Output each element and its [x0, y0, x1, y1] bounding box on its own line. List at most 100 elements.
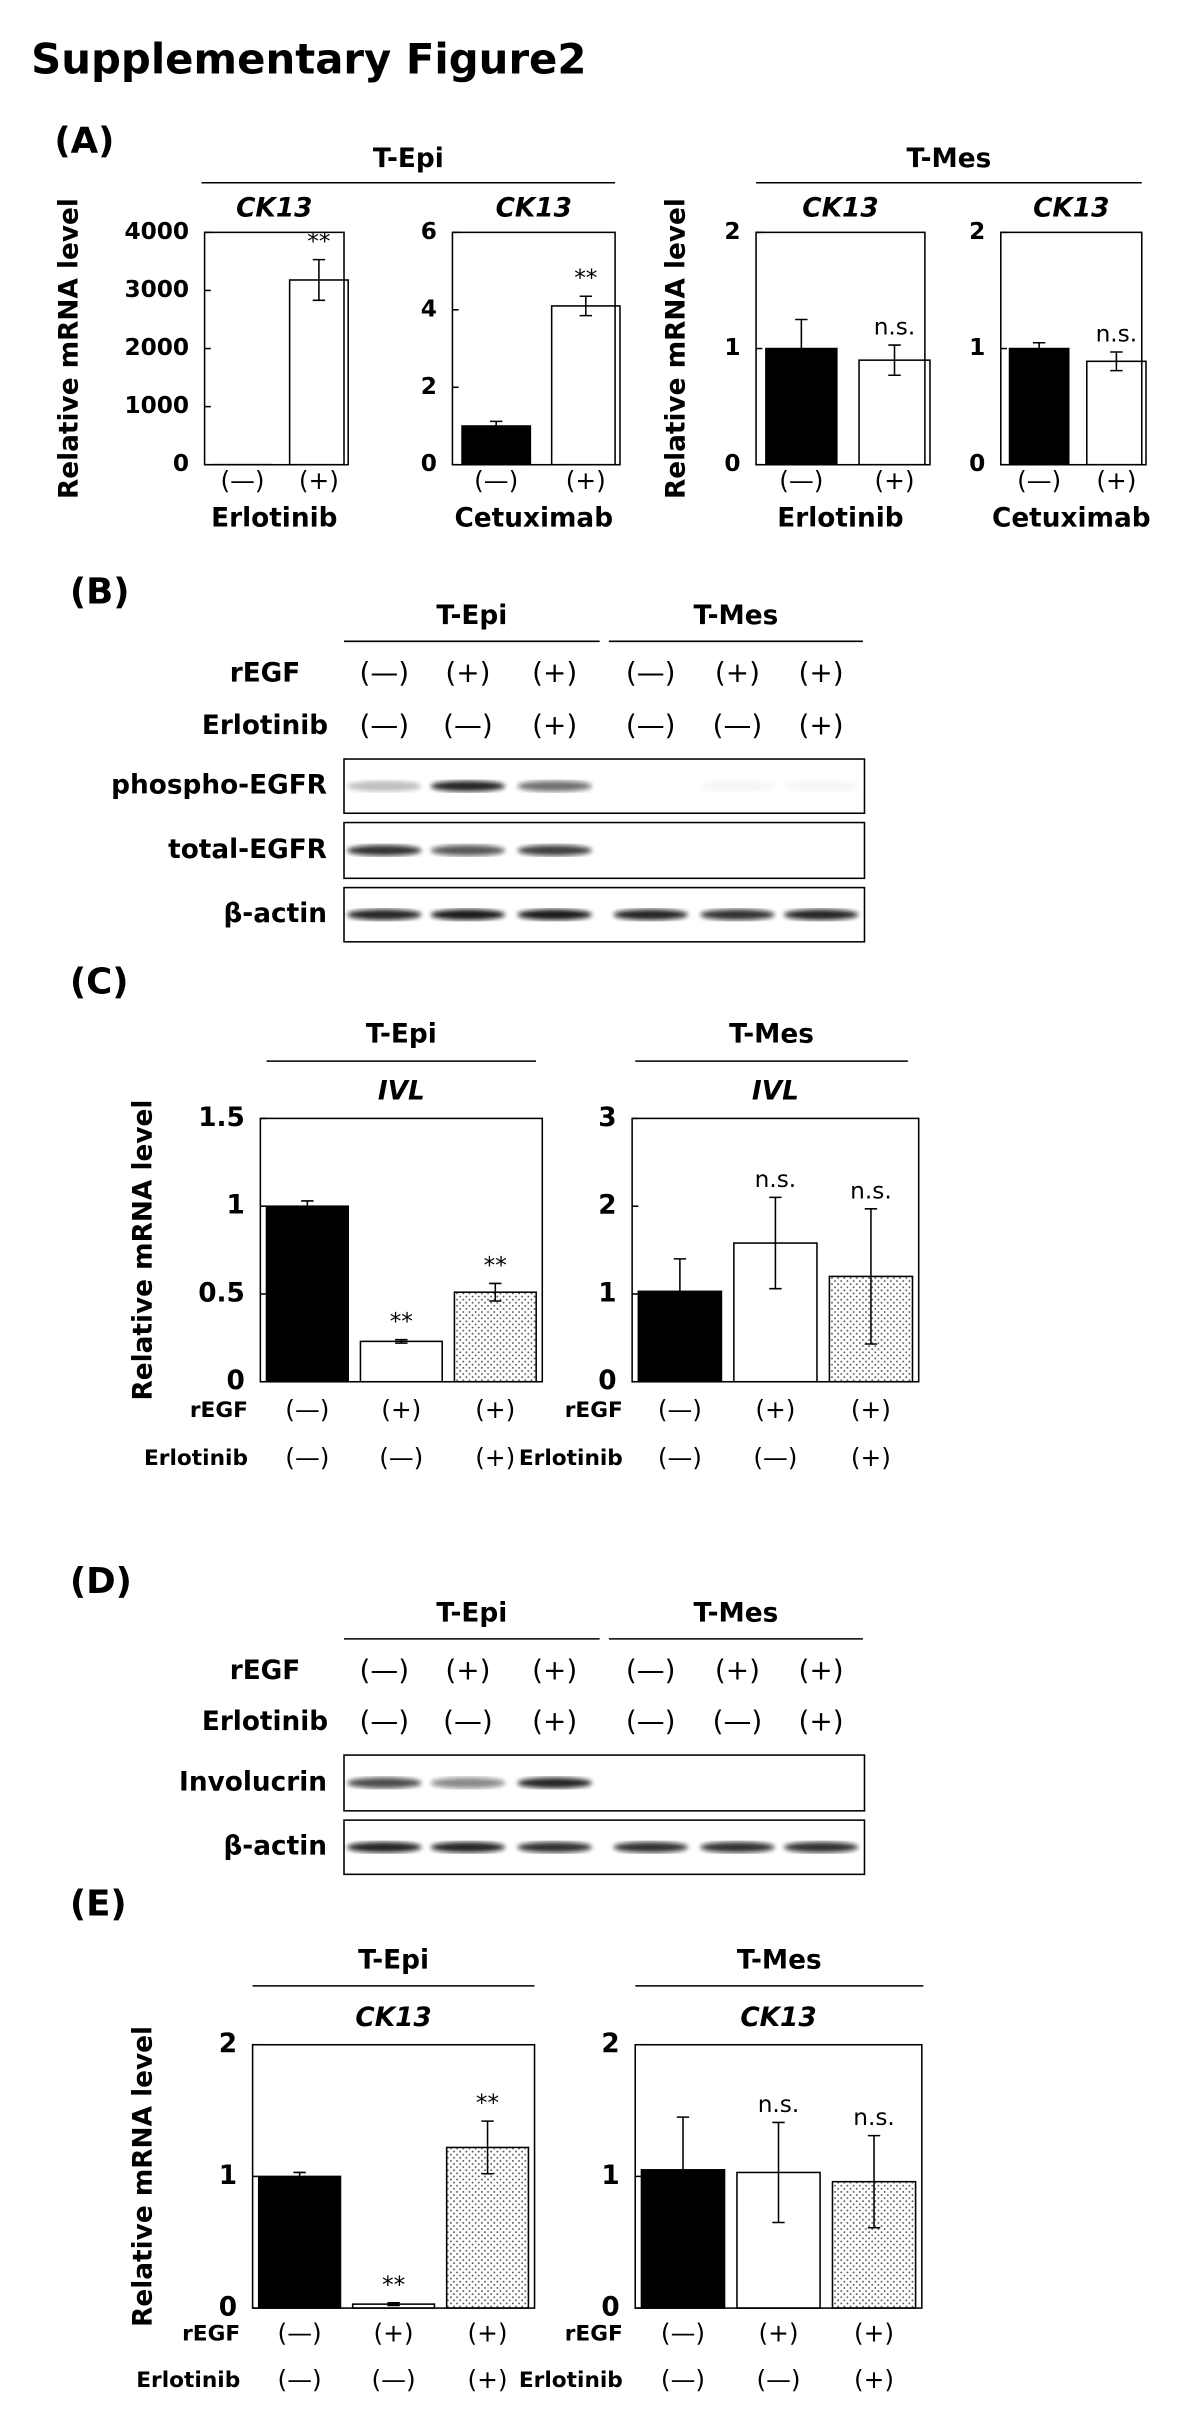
x-row-label: (+) [758, 2318, 798, 2347]
x-row-name: Erlotinib [136, 2368, 240, 2393]
x-row-name: Erlotinib [519, 1446, 623, 1471]
y-tick-label: 0 [227, 1366, 245, 1396]
error-bar [864, 1208, 878, 1345]
y-tick-label: 3 [598, 1103, 616, 1133]
significance-label: n.s. [850, 1177, 892, 1204]
lane-label: (—) [626, 709, 676, 742]
error-bar [867, 2134, 881, 2229]
band [613, 1841, 688, 1853]
error-bar [795, 318, 808, 379]
bar [1086, 360, 1147, 466]
x-row-name: rEGF [190, 1398, 248, 1423]
bar [359, 1340, 443, 1383]
x-row-name: Erlotinib [519, 2368, 623, 2393]
blot-label: Involucrin [179, 1767, 327, 1797]
x-row-label: (—) [658, 1395, 702, 1424]
y-tick-label: 0.5 [198, 1278, 245, 1308]
x-row-name: rEGF [565, 2321, 623, 2346]
blot-label: total-EGFR [168, 835, 327, 865]
group-label: T-Mes [694, 1599, 779, 1629]
group-label: T-Epi [436, 1599, 507, 1629]
y-axis-label: Relative mRNA level [129, 2026, 159, 2327]
bar [288, 279, 349, 466]
band [517, 909, 592, 921]
significance-label: ** [574, 265, 597, 292]
lane-label: (—) [626, 1653, 676, 1686]
x-row-label: (+) [475, 1443, 515, 1472]
error-bar [1032, 341, 1046, 356]
band [347, 1841, 422, 1853]
lane-label: (+) [532, 709, 577, 742]
gene-label: IVL [752, 1077, 799, 1107]
lane-label: (+) [715, 656, 760, 689]
x-row-label: (+) [755, 1395, 795, 1424]
band [783, 1841, 859, 1853]
x-row-label: (—) [756, 2365, 800, 2394]
band [347, 909, 422, 921]
x-axis-label: Cetuximab [454, 503, 613, 533]
gene-label: CK13 [1033, 194, 1109, 224]
band [517, 780, 592, 792]
y-tick-label: 1 [969, 334, 985, 361]
lane-label: (—) [626, 1705, 676, 1738]
y-axis-label: Relative mRNA level [54, 198, 84, 499]
error-bar [673, 1258, 687, 1325]
significance-label: ** [476, 2090, 499, 2117]
lane-label: (+) [715, 1653, 760, 1686]
lane-label: (+) [532, 1653, 577, 1686]
y-tick-label: 2 [601, 2029, 619, 2059]
x-row-label: (—) [661, 2365, 705, 2394]
gene-label: CK13 [236, 194, 312, 224]
condition-name: Erlotinib [202, 711, 328, 741]
lane-label: (—) [359, 1653, 409, 1686]
plot-frame [1000, 231, 1143, 466]
significance-label: n.s. [755, 1166, 797, 1193]
y-tick-label: 1000 [124, 392, 189, 419]
x-row-label: (—) [278, 2365, 322, 2394]
lane-label: (+) [799, 656, 844, 689]
significance-label: n.s. [874, 314, 916, 341]
x-row-label: (—) [661, 2318, 705, 2347]
bar [257, 2175, 342, 2309]
panel-label: (B) [70, 571, 130, 612]
lane-label: (—) [713, 709, 763, 742]
y-tick-label: 2 [421, 373, 437, 400]
x-row-label: (+) [851, 1443, 891, 1472]
lane-label: (+) [799, 709, 844, 742]
band [430, 780, 506, 792]
x-tick-label: (+) [1096, 466, 1136, 495]
error-bar [1110, 351, 1123, 372]
bar [265, 1205, 349, 1383]
error-bar [579, 295, 593, 317]
significance-label: n.s. [758, 2091, 800, 2118]
band [347, 780, 422, 792]
y-tick-label: 1.5 [198, 1103, 245, 1133]
y-tick-label: 3000 [124, 276, 189, 303]
bar [461, 425, 532, 466]
x-row-label: (—) [285, 1395, 329, 1424]
gene-label: IVL [378, 1077, 425, 1107]
y-tick-label: 1 [601, 2161, 619, 2191]
lane-label: (+) [445, 1653, 490, 1686]
y-tick-label: 0 [173, 450, 189, 477]
group-label: T-Epi [366, 1019, 437, 1049]
error-bar [769, 1196, 782, 1290]
lane-label: (—) [359, 709, 409, 742]
y-tick-label: 0 [219, 2293, 237, 2323]
x-row-name: rEGF [565, 1398, 623, 1423]
bar [858, 359, 931, 466]
x-tick-label: (—) [220, 466, 264, 495]
x-row-label: (+) [374, 2318, 414, 2347]
x-tick-label: (—) [779, 466, 823, 495]
error-bar [888, 344, 901, 377]
band [517, 845, 592, 856]
lane-label: (+) [532, 656, 577, 689]
y-tick-label: 0 [421, 450, 437, 477]
x-row-label: (—) [278, 2318, 322, 2347]
x-row-label: (+) [468, 2365, 508, 2394]
group-label: T-Epi [373, 144, 444, 174]
x-tick-label: (—) [1017, 466, 1061, 495]
error-bar [301, 1200, 314, 1213]
blot-label: phospho-EGFR [111, 771, 327, 801]
